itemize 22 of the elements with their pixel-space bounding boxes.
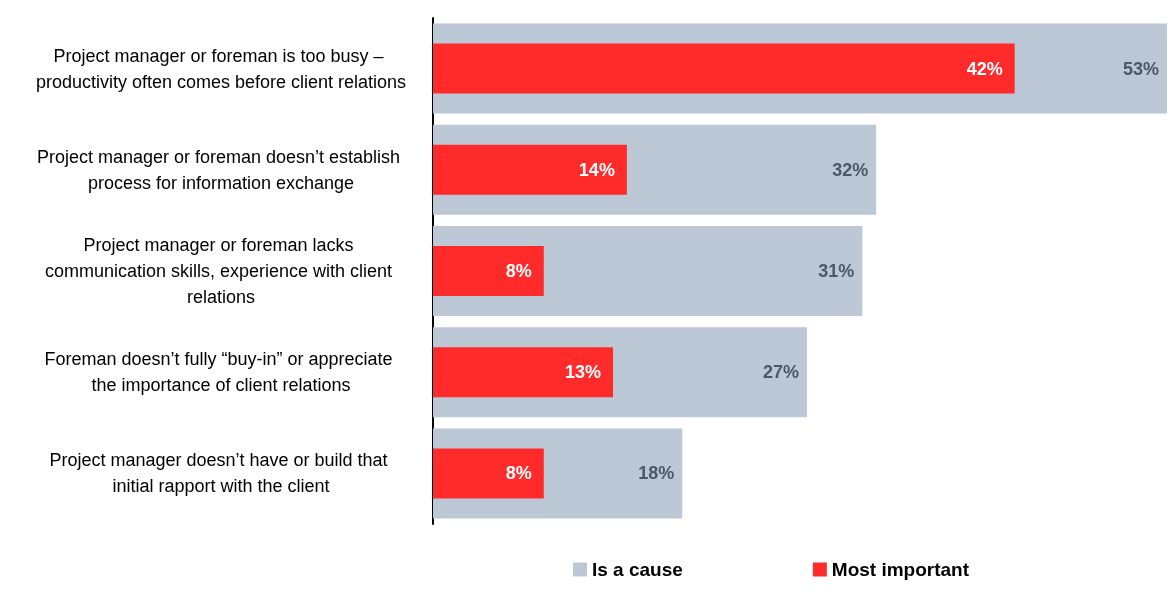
y-tick-label: Project manager or foreman doesn’t establish process for information exchange — [36, 146, 406, 193]
y-tick-label: Project manager or foreman lacks communication skills, experience with client relations — [44, 235, 398, 307]
y-tick-label: Project manager or foreman is too busy – productivity often comes before client relations — [35, 45, 407, 92]
bar — [433, 448, 544, 499]
data-label: 27% — [762, 362, 799, 383]
data-label: 32% — [832, 159, 869, 180]
bar — [433, 144, 627, 195]
bar — [433, 347, 614, 398]
data-label: 42% — [966, 58, 1003, 79]
y-tick-label: Project manager doesn’t have or build that initial rapport with the client — [49, 450, 393, 497]
bar — [433, 246, 544, 296]
data-label: 53% — [1122, 58, 1159, 79]
data-label: 8% — [505, 463, 532, 484]
legend-label: Most important — [831, 559, 970, 580]
legend-label: Is a cause — [592, 559, 683, 580]
y-tick-label: Foreman doesn’t fully “buy-in” or appreciate the importance of client relations — [44, 349, 398, 396]
data-label: 8% — [505, 261, 532, 281]
data-label: 18% — [638, 463, 675, 484]
data-label: 31% — [818, 261, 855, 281]
data-label: 13% — [565, 362, 602, 383]
data-label: 14% — [578, 159, 615, 180]
bar — [433, 43, 1015, 94]
